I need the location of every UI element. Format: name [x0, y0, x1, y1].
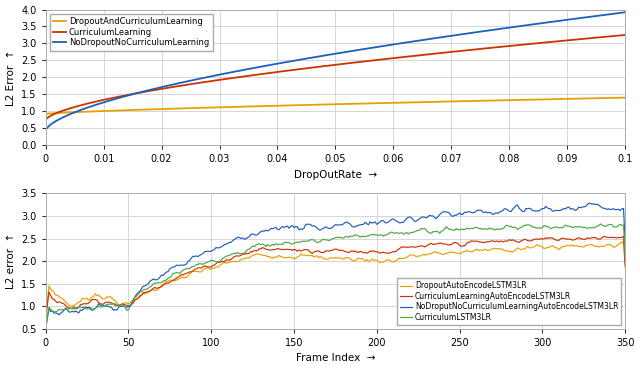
DropoutAutoEncodeLSTM3LR [620, 239, 627, 243]
DropoutAndCurriculumLearning [297, 103, 305, 107]
CurriculumLearning [297, 67, 305, 71]
CurriculumLSTM3LR [560, 224, 568, 229]
CurriculumLearningAutoEncodeLSTM3LR [274, 246, 282, 251]
NoDroputNoCurriculumLearningAutoEncodeLSTM3LR [314, 226, 321, 230]
CurriculumLearning [504, 44, 512, 48]
Line: CurriculumLSTM3LR: CurriculumLSTM3LR [45, 224, 625, 328]
DropoutAutoEncodeLSTM3LR [274, 254, 282, 259]
Line: NoDroputNoCurriculumLearningAutoEncodeLSTM3LR: NoDroputNoCurriculumLearningAutoEncodeLS… [45, 203, 625, 330]
CurriculumLSTM3LR [42, 326, 49, 330]
NoDropoutNoCurriculumLearning [101, 100, 109, 104]
Y-axis label: L2 Error  ↑: L2 Error ↑ [6, 49, 15, 106]
NoDroputNoCurriculumLearningAutoEncodeLSTM3LR [315, 228, 323, 232]
NoDroputNoCurriculumLearningAutoEncodeLSTM3LR [585, 201, 593, 206]
DropoutAutoEncodeLSTM3LR [42, 315, 49, 320]
CurriculumLearningAutoEncodeLSTM3LR [315, 249, 323, 253]
NoDropoutNoCurriculumLearning [42, 129, 49, 133]
CurriculumLearningAutoEncodeLSTM3LR [314, 249, 321, 254]
DropoutAndCurriculumLearning [440, 99, 447, 104]
CurriculumLSTM3LR [274, 242, 282, 247]
Line: CurriculumLearningAutoEncodeLSTM3LR: CurriculumLearningAutoEncodeLSTM3LR [45, 236, 625, 320]
CurriculumLearning [493, 45, 501, 49]
CurriculumLSTM3LR [315, 240, 323, 244]
CurriculumLearningAutoEncodeLSTM3LR [42, 317, 49, 322]
NoDropoutNoCurriculumLearning [493, 27, 501, 31]
NoDroputNoCurriculumLearningAutoEncodeLSTM3LR [621, 242, 629, 246]
Line: DropoutAndCurriculumLearning: DropoutAndCurriculumLearning [45, 98, 625, 114]
CurriculumLearning [42, 118, 49, 123]
CurriculumLSTM3LR [314, 241, 321, 245]
DropoutAndCurriculumLearning [621, 96, 629, 100]
NoDropoutNoCurriculumLearning [297, 57, 305, 62]
CurriculumLSTM3LR [596, 222, 604, 226]
NoDroputNoCurriculumLearningAutoEncodeLSTM3LR [337, 223, 344, 227]
DropoutAutoEncodeLSTM3LR [560, 245, 568, 249]
CurriculumLearningAutoEncodeLSTM3LR [621, 263, 629, 268]
CurriculumLearning [276, 69, 284, 74]
DropoutAutoEncodeLSTM3LR [315, 255, 323, 260]
X-axis label: DropOutRate  →: DropOutRate → [294, 170, 377, 180]
NoDropoutNoCurriculumLearning [276, 61, 284, 65]
NoDroputNoCurriculumLearningAutoEncodeLSTM3LR [42, 328, 49, 332]
CurriculumLearningAutoEncodeLSTM3LR [620, 234, 627, 238]
Legend: DropoutAndCurriculumLearning, CurriculumLearning, NoDropoutNoCurriculumLearning: DropoutAndCurriculumLearning, Curriculum… [50, 14, 212, 51]
NoDroputNoCurriculumLearningAutoEncodeLSTM3LR [531, 208, 538, 213]
DropoutAutoEncodeLSTM3LR [337, 256, 344, 260]
CurriculumLearningAutoEncodeLSTM3LR [531, 237, 538, 242]
DropoutAndCurriculumLearning [42, 112, 49, 116]
Line: NoDropoutNoCurriculumLearning: NoDropoutNoCurriculumLearning [45, 12, 625, 131]
CurriculumLSTM3LR [337, 235, 344, 239]
DropoutAutoEncodeLSTM3LR [531, 245, 538, 249]
CurriculumLearning [440, 51, 447, 55]
DropoutAutoEncodeLSTM3LR [621, 266, 629, 271]
X-axis label: Frame Index  →: Frame Index → [296, 354, 375, 363]
NoDropoutNoCurriculumLearning [621, 10, 629, 14]
NoDropoutNoCurriculumLearning [440, 35, 447, 39]
DropoutAutoEncodeLSTM3LR [314, 254, 321, 258]
NoDropoutNoCurriculumLearning [504, 25, 512, 30]
Legend: DropoutAutoEncodeLSTM3LR, CurriculumLearningAutoEncodeLSTM3LR, NoDroputNoCurricu: DropoutAutoEncodeLSTM3LR, CurriculumLear… [397, 278, 621, 325]
Line: DropoutAutoEncodeLSTM3LR: DropoutAutoEncodeLSTM3LR [45, 241, 625, 318]
DropoutAndCurriculumLearning [504, 98, 512, 102]
CurriculumLearning [621, 33, 629, 37]
DropoutAndCurriculumLearning [276, 103, 284, 108]
CurriculumLSTM3LR [531, 225, 538, 230]
NoDroputNoCurriculumLearningAutoEncodeLSTM3LR [274, 227, 282, 232]
Line: CurriculumLearning: CurriculumLearning [45, 35, 625, 120]
CurriculumLearningAutoEncodeLSTM3LR [560, 236, 568, 241]
DropoutAndCurriculumLearning [101, 109, 109, 113]
DropoutAndCurriculumLearning [493, 98, 501, 103]
CurriculumLearningAutoEncodeLSTM3LR [337, 248, 344, 253]
Y-axis label: L2 error  ↑: L2 error ↑ [6, 233, 15, 289]
CurriculumLSTM3LR [621, 255, 629, 259]
CurriculumLearning [101, 97, 109, 102]
NoDroputNoCurriculumLearningAutoEncodeLSTM3LR [560, 206, 568, 211]
